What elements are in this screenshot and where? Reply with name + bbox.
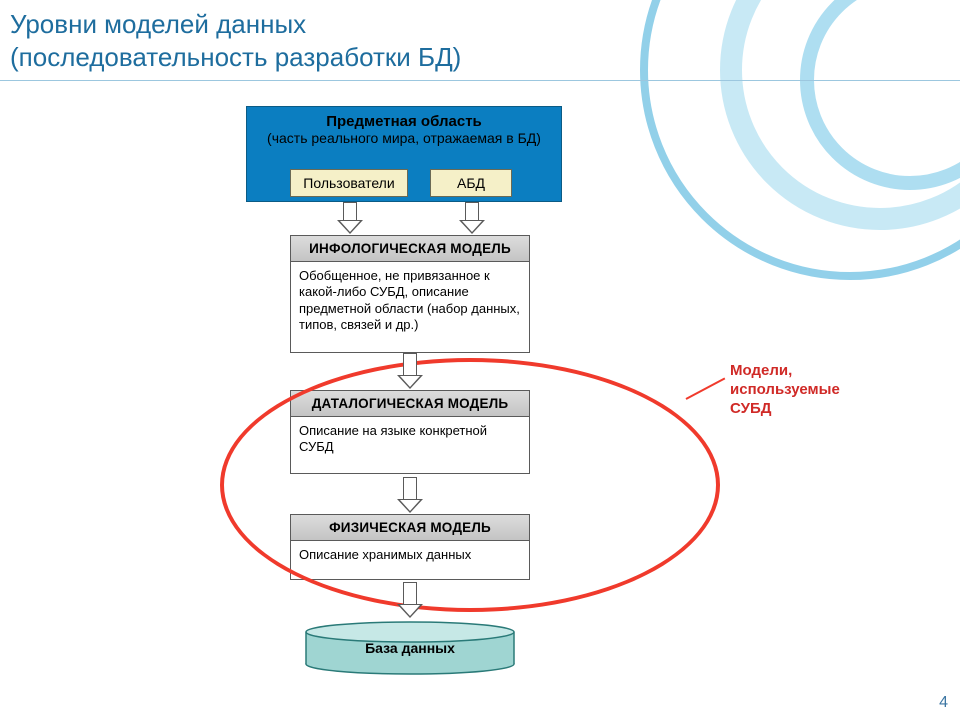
arrow-datalogic-to-physical (397, 477, 423, 513)
callout-line-2: используемые (730, 381, 840, 398)
subject-area-title: Предметная область (247, 113, 561, 130)
callout-text: Модели, используемые СУБД (730, 362, 840, 418)
infological-model-header: ИНФОЛОГИЧЕСКАЯ МОДЕЛЬ (291, 236, 529, 262)
dbms-models-ellipse (220, 358, 720, 612)
page-number: 4 (939, 694, 948, 712)
infological-model: ИНФОЛОГИЧЕСКАЯ МОДЕЛЬ Обобщенное, не при… (290, 235, 530, 353)
arrow-physical-to-db (397, 582, 423, 618)
callout-line-3: СУБД (730, 400, 771, 417)
subject-area-subtitle: (часть реального мира, отражаемая в БД) (247, 130, 561, 146)
callout-line (686, 377, 726, 399)
callout-line-1: Модели, (730, 362, 792, 379)
users-box: Пользователи (290, 169, 408, 197)
title-line-1: Уровни моделей данных (10, 9, 306, 39)
arrow-users-to-infological (337, 202, 363, 234)
dba-label: АБД (457, 175, 485, 191)
infological-model-body: Обобщенное, не привязанное к какой-либо … (291, 262, 529, 339)
database-cylinder: База данных (302, 620, 518, 676)
database-label: База данных (302, 640, 518, 656)
users-label: Пользователи (303, 175, 394, 191)
diagram-area: Предметная область (часть реального мира… (0, 80, 960, 720)
dba-box: АБД (430, 169, 512, 197)
arrow-dba-to-infological (459, 202, 485, 234)
slide-title: Уровни моделей данных (последовательност… (10, 8, 461, 73)
subject-area-header: Предметная область (часть реального мира… (247, 113, 561, 146)
arrow-info-to-datalogic (397, 353, 423, 389)
title-line-2: (последовательность разработки БД) (10, 42, 461, 72)
